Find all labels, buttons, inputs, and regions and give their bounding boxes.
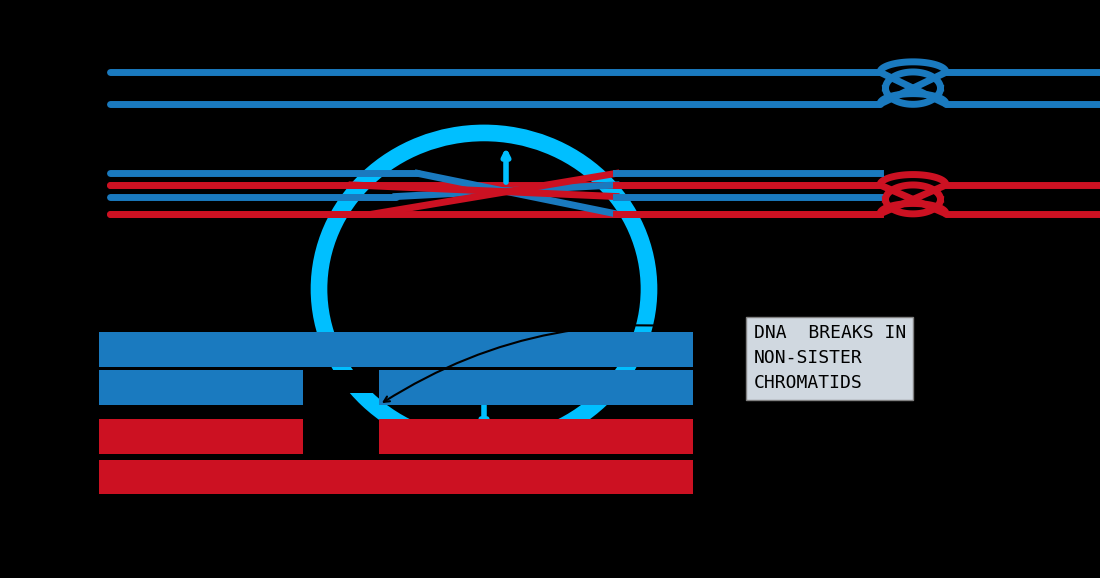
FancyBboxPatch shape (99, 419, 302, 454)
FancyBboxPatch shape (379, 370, 693, 405)
FancyBboxPatch shape (379, 419, 693, 454)
Text: DNA  BREAKS IN
NON-SISTER
CHROMATIDS: DNA BREAKS IN NON-SISTER CHROMATIDS (754, 324, 905, 392)
FancyBboxPatch shape (99, 370, 302, 405)
FancyBboxPatch shape (99, 460, 693, 494)
Polygon shape (302, 431, 379, 454)
FancyBboxPatch shape (99, 332, 693, 367)
Polygon shape (302, 370, 379, 393)
